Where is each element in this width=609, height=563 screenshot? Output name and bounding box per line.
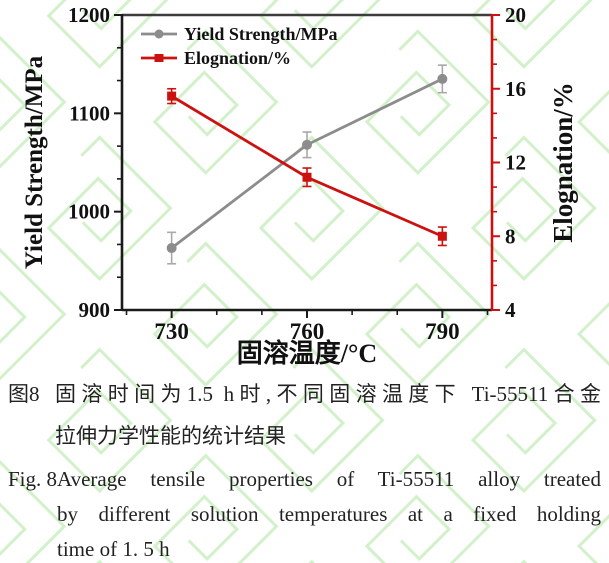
right-tick-label: 20: [505, 3, 526, 27]
right-tick-label: 12: [505, 151, 526, 175]
legend-entry-label: Yield Strength/MPa: [184, 24, 338, 44]
right-tick-label: 8: [505, 224, 516, 248]
legend-entry-label: Elognation/%: [184, 48, 291, 68]
legend-marker-circle: [154, 29, 164, 39]
left-tick-label: 1100: [69, 101, 110, 125]
data-point-square: [437, 231, 447, 241]
legend-marker-square: [154, 54, 164, 62]
left-tick-label: 1000: [68, 200, 110, 224]
data-point-circle: [166, 243, 177, 254]
tensile-properties-chart: 900 1000 1100 1200 4 8 12 16 20 730 760 790 Yield St…: [21, 3, 578, 368]
figure-caption-en-number: Fig. 8: [8, 467, 58, 491]
figure-caption-zh-number: 图8: [8, 382, 40, 406]
x-tick-label: 730: [154, 319, 189, 344]
data-point-circle: [437, 73, 448, 84]
data-point-square: [302, 172, 312, 182]
figure-caption-zh-line1: 固溶时间为1.5 h时,不同固溶温度下 Ti-55511合金: [55, 382, 601, 406]
data-point-square: [167, 91, 177, 101]
series-line-1: [170, 94, 443, 238]
figure-caption-en-line3: time of 1. 5 h: [57, 537, 170, 561]
figure-caption-zh-line2: 拉伸力学性能的统计结果: [55, 424, 286, 448]
right-tick-label: 16: [505, 77, 526, 101]
x-axis-title: 固溶温度/°C: [237, 338, 377, 368]
left-tick-label: 1200: [68, 3, 110, 27]
figure-caption-en-line2: by different solution temperatures at a …: [57, 502, 601, 526]
left-tick-label: 900: [79, 298, 111, 322]
x-tick-label: 760: [290, 319, 325, 344]
x-tick-label: 790: [425, 319, 460, 344]
data-point-circle: [302, 139, 312, 150]
right-axis-title: Elognation/%: [548, 82, 578, 243]
right-tick-label: 4: [505, 298, 516, 322]
series-line-0: [170, 77, 443, 250]
left-axis-title: Yield Strength/MPa: [21, 55, 48, 269]
figure-caption-en-line1: Average tensile properties of Ti-55511 a…: [57, 467, 601, 491]
